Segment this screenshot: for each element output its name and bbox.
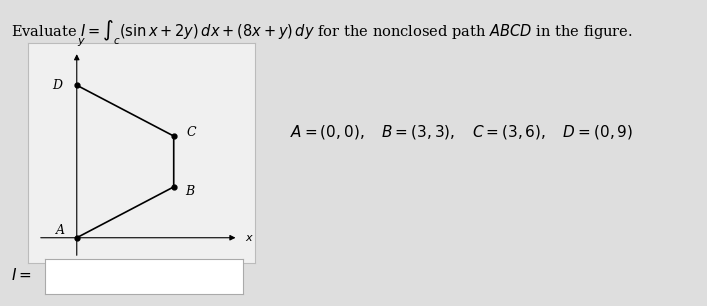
- Text: $A = (0, 0),$   $B = (3, 3),$   $C = (3, 6),$   $D = (0, 9)$: $A = (0, 0),$ $B = (3, 3),$ $C = (3, 6),…: [290, 123, 633, 140]
- Text: C: C: [187, 126, 197, 139]
- Text: Evaluate $I = \int_c(\sin x + 2y)\,dx + (8x + y)\,dy$ for the nonclosed path $AB: Evaluate $I = \int_c(\sin x + 2y)\,dx + …: [11, 18, 632, 47]
- Text: D: D: [52, 79, 62, 92]
- Text: A: A: [56, 225, 65, 237]
- Text: B: B: [185, 185, 194, 199]
- Text: $y$: $y$: [77, 36, 86, 48]
- Text: $I =$: $I =$: [11, 267, 31, 283]
- Text: $x$: $x$: [245, 233, 254, 243]
